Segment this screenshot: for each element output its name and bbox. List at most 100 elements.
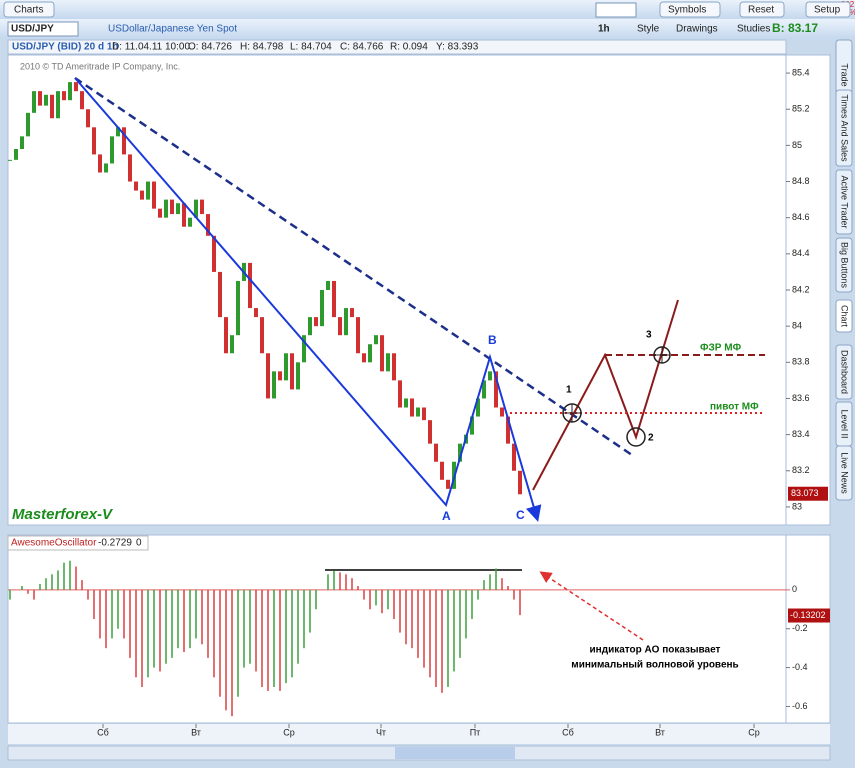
info-field: H: 84.798 bbox=[240, 42, 284, 53]
button-label: Symbols bbox=[668, 5, 706, 16]
candle bbox=[140, 190, 144, 200]
info-bar bbox=[7, 39, 787, 55]
drawings bbox=[74, 76, 765, 641]
candle bbox=[194, 199, 198, 218]
last-price: 83.073 bbox=[791, 488, 819, 498]
candle bbox=[224, 317, 228, 354]
annotation: 2 bbox=[648, 433, 654, 444]
side-tab[interactable] bbox=[835, 169, 853, 235]
side-tab-label: Times And Sales bbox=[840, 94, 850, 162]
candle bbox=[188, 217, 192, 227]
time-axis bbox=[8, 724, 830, 744]
side-tab[interactable] bbox=[835, 89, 853, 167]
candle bbox=[278, 371, 282, 381]
x-tick-label: Ср bbox=[748, 727, 760, 737]
candle bbox=[152, 181, 156, 209]
candle bbox=[350, 308, 354, 318]
y-tick-label: 83 bbox=[792, 501, 802, 511]
watermark: Masterforex-V bbox=[12, 506, 114, 523]
candle bbox=[56, 91, 60, 119]
oscillator-param: 0 bbox=[136, 538, 142, 549]
last-value-box bbox=[788, 608, 830, 623]
candle bbox=[284, 353, 288, 381]
side-tab[interactable] bbox=[835, 299, 853, 333]
button[interactable] bbox=[805, 1, 851, 18]
y-tick-label: 83.2 bbox=[792, 465, 810, 475]
annotation: B bbox=[488, 333, 497, 347]
candle bbox=[272, 371, 276, 399]
button[interactable] bbox=[659, 1, 721, 18]
side-tab-label: Trade bbox=[840, 63, 850, 86]
tool-button[interactable]: Drawings bbox=[676, 24, 718, 35]
candle bbox=[320, 290, 324, 327]
side-tab[interactable] bbox=[835, 237, 853, 293]
candle bbox=[506, 416, 510, 444]
annotation: C bbox=[516, 508, 525, 522]
scroll-thumb[interactable] bbox=[395, 747, 515, 759]
y-tick-label: 85.2 bbox=[792, 104, 810, 114]
button[interactable] bbox=[739, 1, 785, 18]
symbol-input[interactable] bbox=[7, 21, 79, 37]
y-tick-label: 83.4 bbox=[792, 429, 810, 439]
candle bbox=[494, 371, 498, 408]
candle bbox=[290, 353, 294, 390]
candle bbox=[302, 335, 306, 363]
y-tick-label: 84.6 bbox=[792, 212, 810, 222]
candle bbox=[410, 398, 414, 417]
candle bbox=[374, 335, 378, 345]
tool-button[interactable]: 1h bbox=[598, 24, 610, 35]
x-tick-label: Ср bbox=[283, 727, 295, 737]
candle bbox=[296, 362, 300, 390]
toolbar bbox=[0, 19, 855, 39]
candle bbox=[128, 154, 132, 182]
candle bbox=[230, 335, 234, 354]
note-arrow bbox=[539, 571, 644, 641]
oscillator-value: -0.2729 bbox=[98, 538, 132, 549]
candle bbox=[110, 136, 114, 164]
candle bbox=[482, 380, 486, 399]
candle bbox=[458, 443, 462, 462]
last-price-box bbox=[788, 486, 828, 501]
tool-button[interactable]: Style bbox=[637, 24, 660, 35]
candle bbox=[260, 317, 264, 354]
candle bbox=[518, 470, 522, 495]
y-tick-label: 84.2 bbox=[792, 284, 810, 294]
tool-button[interactable]: Studies bbox=[737, 24, 770, 35]
y-tick-label: 83.8 bbox=[792, 357, 810, 367]
candle bbox=[206, 214, 210, 236]
x-tick-label: Пт bbox=[470, 727, 481, 737]
input-box[interactable] bbox=[595, 2, 637, 18]
candle bbox=[158, 208, 162, 218]
candle bbox=[104, 163, 108, 173]
y-tick-label: 84.8 bbox=[792, 176, 810, 186]
button-label: Reset bbox=[748, 5, 774, 16]
candle bbox=[380, 335, 384, 372]
last-value: -0.13202 bbox=[790, 610, 826, 620]
side-tab-label: Chart bbox=[840, 305, 850, 328]
candle bbox=[332, 280, 336, 318]
candle bbox=[308, 317, 312, 336]
info-field: USD/JPY (BID) 20 d 1h bbox=[12, 42, 119, 53]
button-label: Setup bbox=[814, 5, 841, 16]
candle bbox=[476, 398, 480, 417]
side-tab[interactable] bbox=[835, 344, 853, 400]
x-tick-label: Вт bbox=[655, 727, 665, 737]
note: индикатор АО показывает bbox=[590, 645, 721, 656]
side-tab-label: Level II bbox=[840, 409, 850, 438]
candle bbox=[368, 344, 372, 363]
annotation: пивот МФ bbox=[710, 402, 759, 413]
candle bbox=[362, 353, 366, 363]
crosshair bbox=[563, 347, 670, 422]
candle bbox=[314, 317, 318, 327]
side-tab[interactable] bbox=[835, 445, 853, 501]
oscillator-pane bbox=[7, 534, 787, 724]
note: минимальный волновой уровень bbox=[571, 660, 738, 671]
side-tab-label: Big Buttons bbox=[840, 242, 850, 289]
bid: B: 83.17 bbox=[772, 21, 818, 35]
oscillator-header bbox=[7, 535, 149, 551]
tab[interactable] bbox=[3, 1, 55, 18]
candle bbox=[98, 154, 102, 173]
marker-circle bbox=[626, 427, 646, 447]
candle bbox=[344, 308, 348, 336]
